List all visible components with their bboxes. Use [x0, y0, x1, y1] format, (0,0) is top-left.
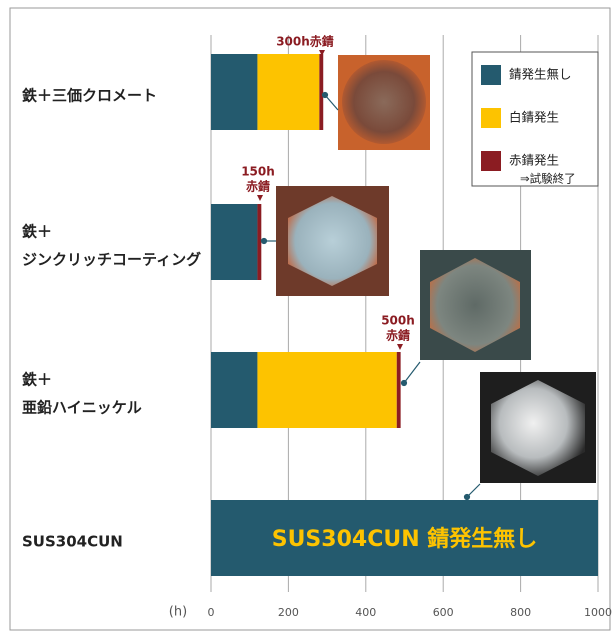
- category-label: ジンクリッチコーティング: [22, 251, 201, 269]
- bar-segment: [257, 352, 397, 428]
- photos: [260, 55, 596, 501]
- x-tick-label: 0: [208, 606, 215, 619]
- annotation: 赤錆: [386, 328, 410, 343]
- annotation-arrow: [257, 195, 263, 201]
- category-label: 鉄＋: [22, 371, 52, 389]
- category-label: 亜鉛ハイニッケル: [22, 399, 142, 417]
- x-tick-label: 200: [278, 606, 299, 619]
- bar-segment: [211, 54, 258, 130]
- bar-segment: [396, 352, 401, 428]
- legend-swatch: [481, 65, 501, 85]
- frame: [9, 7, 611, 631]
- legend-swatch: [481, 108, 501, 128]
- annotation-arrow: [397, 344, 403, 350]
- photo-bolt: [491, 380, 585, 476]
- bar-segment: [257, 204, 262, 280]
- annotation: 150h: [241, 165, 275, 179]
- bar-segment: [319, 54, 324, 130]
- annotation: 500h: [381, 314, 415, 328]
- legend-label: 錆発生無し: [509, 67, 572, 82]
- annotation: 赤錆: [246, 179, 270, 194]
- bar-segment: [211, 500, 598, 576]
- legend-note: ⇒試験終了: [520, 172, 576, 186]
- x-tick-label: 800: [510, 606, 531, 619]
- x-tick-label: 600: [433, 606, 454, 619]
- photo-bolt: [288, 196, 377, 286]
- category-label: 鉄＋三価クロメート: [22, 87, 157, 105]
- bar-segment: [211, 352, 258, 428]
- bar-segment: [211, 204, 258, 280]
- category-label: SUS304CUN: [22, 533, 123, 551]
- legend-label: 白錆発生: [509, 110, 559, 125]
- x-tick-label: 1000: [584, 606, 612, 619]
- bar-segment: [257, 54, 320, 130]
- bar-label: SUS304CUN 錆発生無し: [272, 526, 538, 552]
- x-unit: (h): [169, 605, 187, 620]
- photo-bolt: [342, 60, 426, 144]
- legend-swatch: [481, 151, 501, 171]
- annotation-arrow: [319, 50, 325, 56]
- legend-label: 赤錆発生: [509, 153, 559, 168]
- photo-bolt: [430, 258, 520, 352]
- category-label: 鉄＋: [22, 223, 52, 241]
- annotation: 300h赤錆: [276, 34, 334, 49]
- x-tick-label: 400: [355, 606, 376, 619]
